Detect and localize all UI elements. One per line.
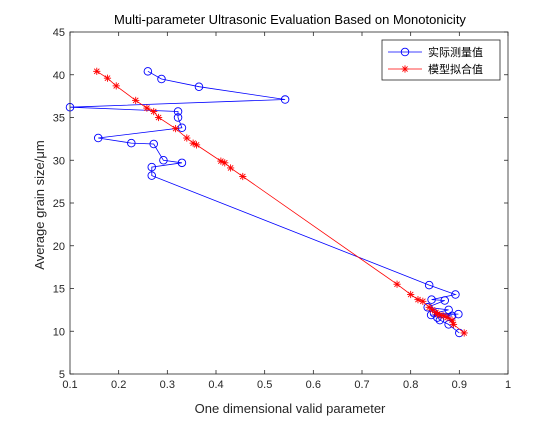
y-tick-label: 10 (53, 326, 65, 338)
data-point (150, 107, 158, 116)
y-tick-label: 25 (53, 198, 65, 210)
y-axis-label: Average grain size/μm (32, 140, 47, 269)
data-point (127, 138, 136, 148)
data-point (427, 295, 436, 304)
series-2 (93, 67, 468, 337)
data-point (221, 159, 229, 167)
legend-marker (401, 65, 409, 73)
data-point (183, 134, 191, 142)
data-point (449, 320, 458, 329)
y-tick-label: 20 (53, 241, 65, 253)
data-point (451, 290, 460, 299)
data-point (280, 95, 290, 104)
legend-label: 实际测量值 (428, 45, 483, 59)
data-point (149, 139, 158, 149)
x-tick-label: 0.8 (403, 379, 418, 391)
x-tick-label: 0.5 (257, 379, 272, 391)
legend-label: 模型拟合值 (428, 62, 483, 76)
legend-item: 模型拟合值 (388, 62, 483, 76)
data-point (173, 113, 183, 122)
x-tick-label: 0.7 (354, 379, 369, 391)
data-point (154, 113, 163, 122)
data-point (177, 158, 187, 168)
y-tick-label: 45 (53, 27, 65, 39)
y-tick-label: 35 (53, 113, 65, 125)
data-point (93, 133, 103, 143)
data-point (227, 164, 235, 172)
legend-box (381, 39, 501, 81)
data-point (147, 162, 157, 172)
legend-item: 实际测量值 (388, 45, 483, 59)
data-point (147, 171, 157, 180)
data-point (454, 309, 463, 319)
data-point (419, 297, 427, 305)
data-point (440, 296, 449, 305)
data-point (239, 172, 247, 181)
data-point (157, 74, 166, 84)
data-point (194, 82, 204, 91)
data-point (143, 104, 151, 112)
x-tick-label: 0.2 (111, 379, 126, 391)
data-point (172, 125, 180, 133)
chart-title: Multi-parameter Ultrasonic Evaluation Ba… (114, 12, 466, 27)
y-tick-label: 5 (59, 369, 65, 381)
data-point (112, 82, 120, 90)
data-point (159, 155, 168, 165)
data-point (460, 329, 468, 337)
x-tick-label: 0.9 (452, 379, 467, 391)
x-tick-label: 0.4 (208, 379, 223, 391)
data-point (173, 107, 183, 116)
y-tick-label: 30 (53, 155, 65, 167)
data-point (132, 96, 140, 104)
data-point (192, 141, 201, 149)
y-tick-label: 15 (53, 284, 65, 296)
data-point (414, 296, 422, 304)
y-tick-label: 40 (53, 70, 65, 82)
data-point (393, 280, 401, 288)
x-tick-label: 1 (505, 379, 511, 391)
data-point (103, 74, 112, 82)
data-point (177, 123, 187, 133)
data-point (424, 280, 434, 290)
data-point (93, 67, 101, 75)
legend-marker (400, 47, 410, 57)
x-axis-label: One dimensional valid parameter (195, 401, 386, 416)
x-tick-label: 0.3 (160, 379, 175, 391)
x-tick-label: 0.6 (306, 379, 321, 391)
data-point (407, 290, 415, 299)
data-point (143, 67, 153, 76)
x-tick-label: 0.1 (62, 379, 77, 391)
